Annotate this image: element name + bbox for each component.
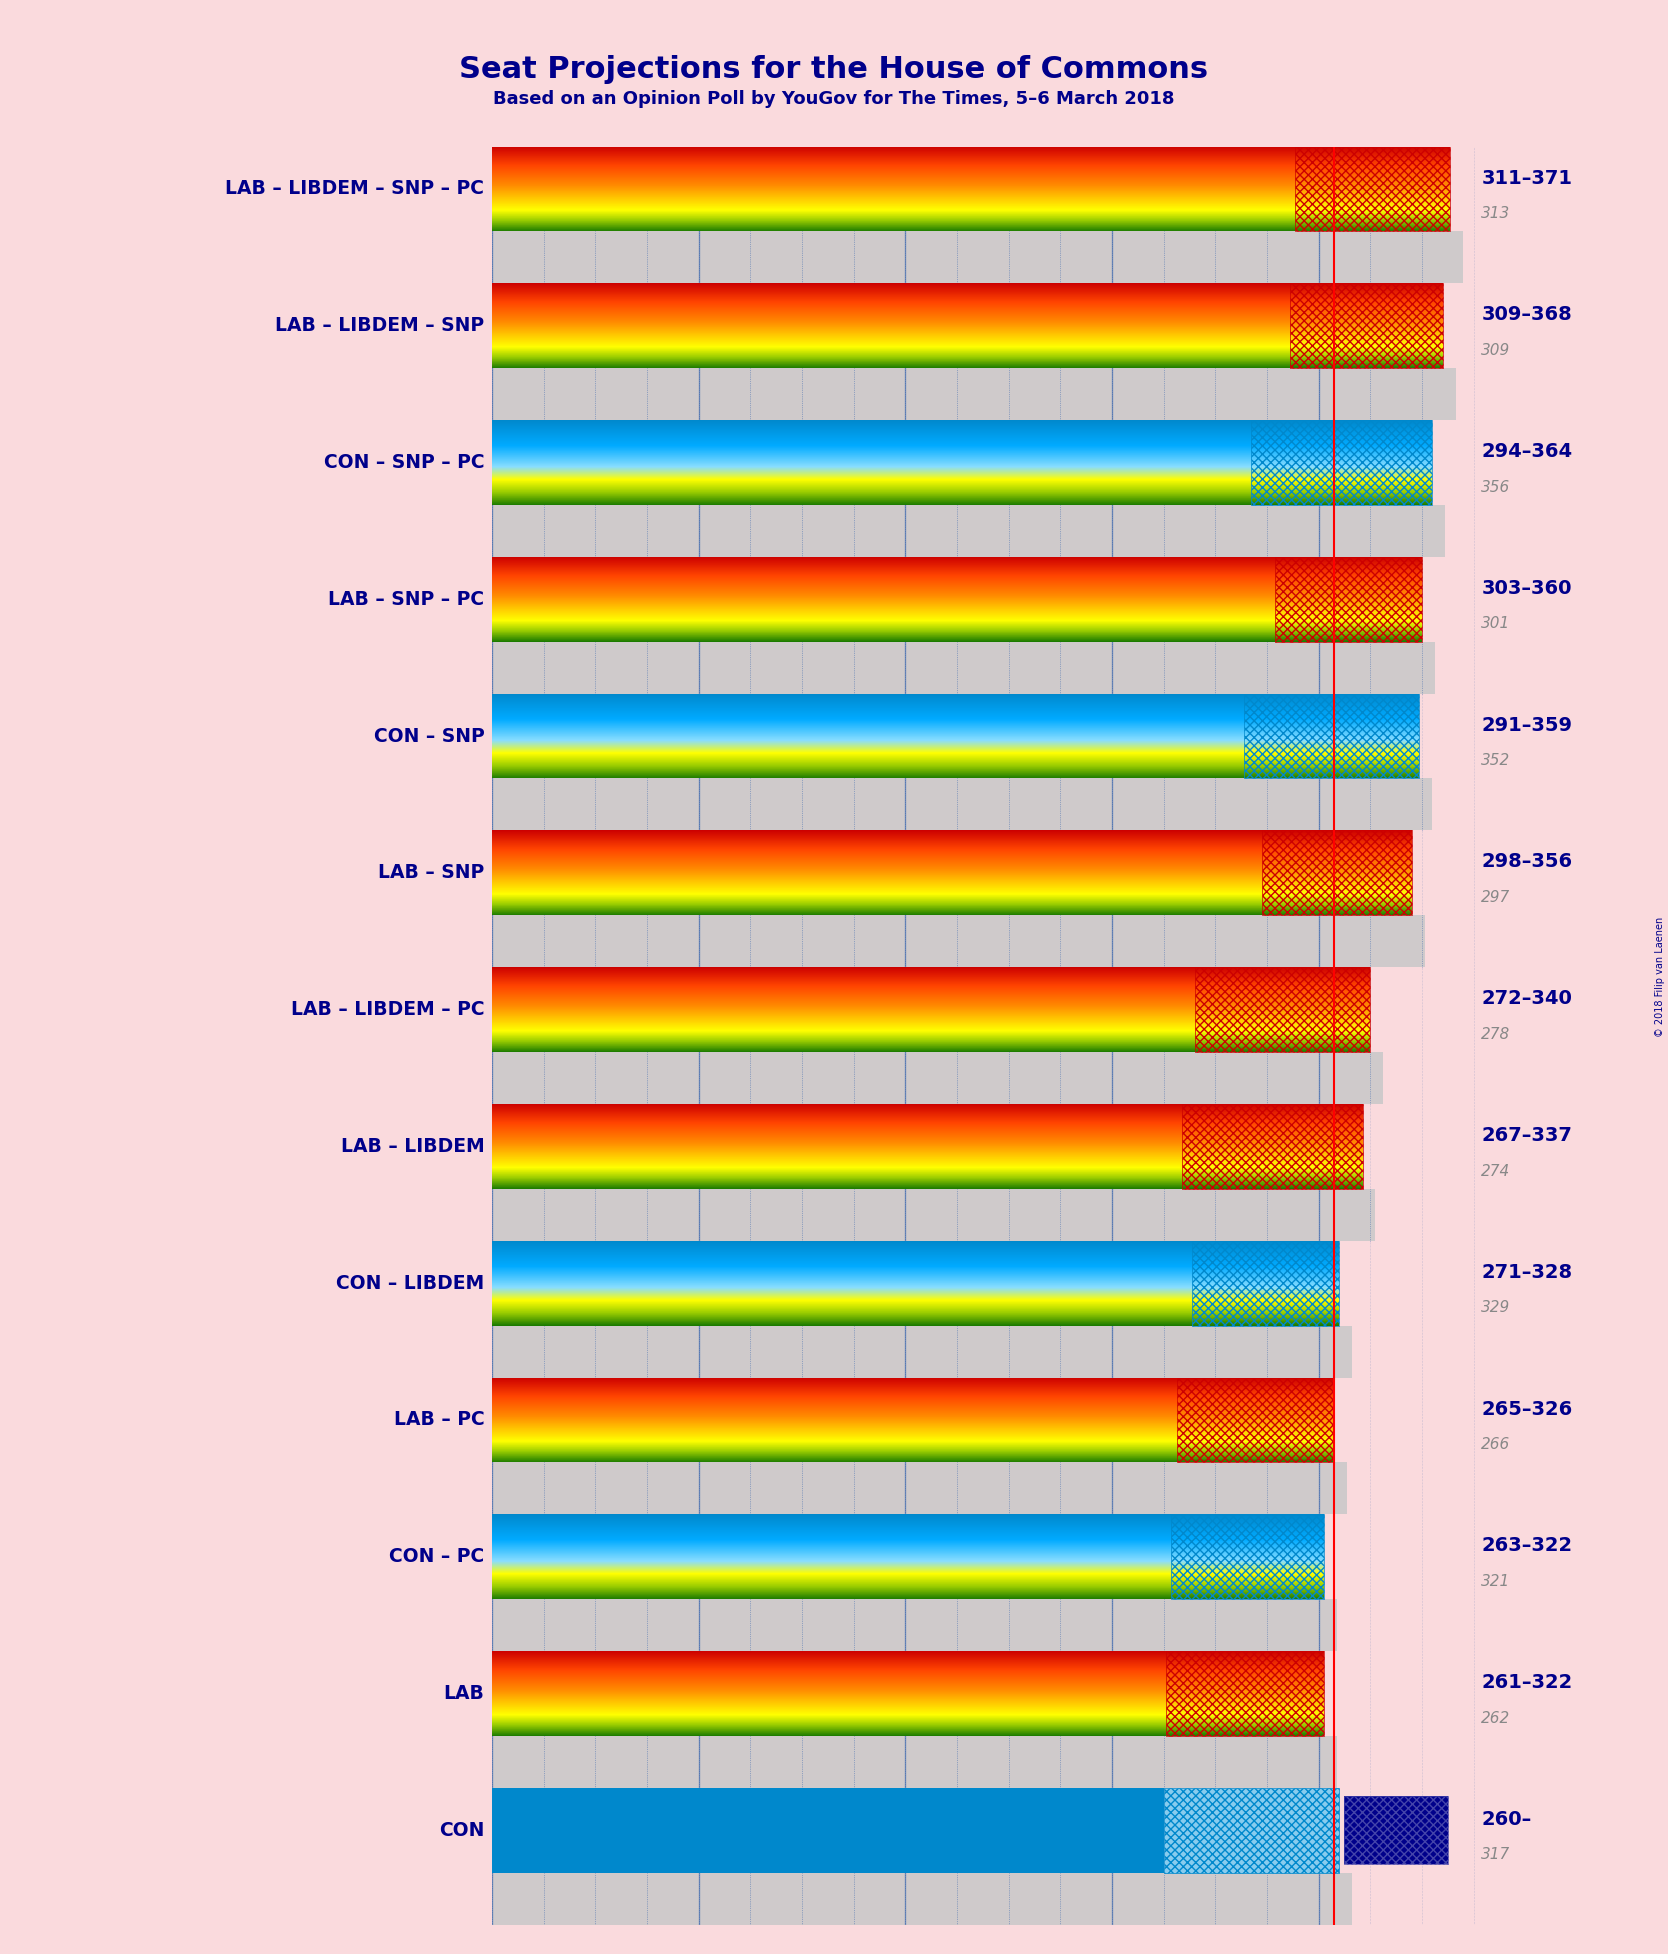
Text: CON – LIBDEM: CON – LIBDEM xyxy=(335,1274,484,1294)
Text: CON – SNP – PC: CON – SNP – PC xyxy=(324,453,484,473)
Text: 317: 317 xyxy=(1481,1847,1511,1862)
Text: 303–360: 303–360 xyxy=(1481,578,1571,598)
Bar xyxy=(492,641,1434,694)
Text: CON: CON xyxy=(439,1821,484,1841)
Text: 309–368: 309–368 xyxy=(1481,305,1573,324)
Text: 271–328: 271–328 xyxy=(1481,1262,1573,1282)
Text: 260–: 260– xyxy=(1481,1809,1531,1829)
Bar xyxy=(1344,1796,1448,1864)
Bar xyxy=(492,914,1424,967)
Text: 278: 278 xyxy=(1481,1026,1511,1041)
Bar xyxy=(492,367,1456,420)
Text: 266: 266 xyxy=(1481,1436,1511,1452)
Bar xyxy=(1194,967,1371,1051)
Bar xyxy=(1251,420,1433,504)
Text: 352: 352 xyxy=(1481,752,1511,768)
Text: LAB – LIBDEM – PC: LAB – LIBDEM – PC xyxy=(290,1000,484,1020)
Text: 297: 297 xyxy=(1481,889,1511,905)
Text: 356: 356 xyxy=(1481,479,1511,494)
Bar xyxy=(492,1188,1376,1241)
Text: LAB – LIBDEM: LAB – LIBDEM xyxy=(340,1137,484,1157)
Text: LAB – SNP: LAB – SNP xyxy=(379,864,484,883)
Text: 267–337: 267–337 xyxy=(1481,1126,1573,1145)
Text: Seat Projections for the House of Commons: Seat Projections for the House of Common… xyxy=(459,55,1209,84)
Bar xyxy=(1164,1788,1339,1872)
Text: 309: 309 xyxy=(1481,342,1511,358)
Bar xyxy=(492,1788,1164,1872)
Bar xyxy=(1261,830,1411,914)
Text: © 2018 Filip van Laenen: © 2018 Filip van Laenen xyxy=(1655,916,1665,1038)
Text: 261–322: 261–322 xyxy=(1481,1673,1573,1692)
Text: LAB: LAB xyxy=(444,1684,484,1704)
Text: LAB – LIBDEM – SNP – PC: LAB – LIBDEM – SNP – PC xyxy=(225,180,484,199)
Text: CON – PC: CON – PC xyxy=(389,1548,484,1567)
Text: 298–356: 298–356 xyxy=(1481,852,1573,871)
Text: 329: 329 xyxy=(1481,1299,1511,1315)
Text: LAB – LIBDEM – SNP: LAB – LIBDEM – SNP xyxy=(275,317,484,336)
Bar xyxy=(1171,1514,1324,1598)
Text: 272–340: 272–340 xyxy=(1481,989,1573,1008)
Bar xyxy=(1296,147,1451,231)
Text: 301: 301 xyxy=(1481,616,1511,631)
Bar xyxy=(492,1598,1336,1651)
Bar xyxy=(492,1325,1353,1378)
Text: Based on an Opinion Poll by YouGov for The Times, 5–6 March 2018: Based on an Opinion Poll by YouGov for T… xyxy=(494,90,1174,107)
Bar xyxy=(492,1872,1353,1925)
Bar xyxy=(492,1735,1336,1788)
Bar xyxy=(1166,1651,1324,1735)
Bar xyxy=(1344,1796,1448,1864)
Bar xyxy=(1193,1241,1339,1325)
Bar xyxy=(1291,283,1443,367)
Bar xyxy=(1244,694,1419,778)
Text: LAB – PC: LAB – PC xyxy=(394,1411,484,1430)
Text: 262: 262 xyxy=(1481,1710,1511,1725)
Text: 274: 274 xyxy=(1481,1163,1511,1178)
Text: 294–364: 294–364 xyxy=(1481,442,1573,461)
Bar xyxy=(1181,1104,1363,1188)
Text: 263–322: 263–322 xyxy=(1481,1536,1573,1555)
Bar xyxy=(1274,557,1421,641)
Text: 313: 313 xyxy=(1481,205,1511,221)
Bar xyxy=(492,231,1463,283)
Text: 265–326: 265–326 xyxy=(1481,1399,1573,1419)
Text: CON – SNP: CON – SNP xyxy=(374,727,484,746)
Text: LAB – SNP – PC: LAB – SNP – PC xyxy=(329,590,484,610)
Bar xyxy=(492,1051,1383,1104)
Bar xyxy=(1176,1378,1334,1462)
Bar xyxy=(492,504,1444,557)
Bar xyxy=(492,1462,1348,1514)
Text: 321: 321 xyxy=(1481,1573,1511,1589)
Text: 311–371: 311–371 xyxy=(1481,168,1573,188)
Text: 291–359: 291–359 xyxy=(1481,715,1573,735)
Bar xyxy=(492,778,1433,830)
